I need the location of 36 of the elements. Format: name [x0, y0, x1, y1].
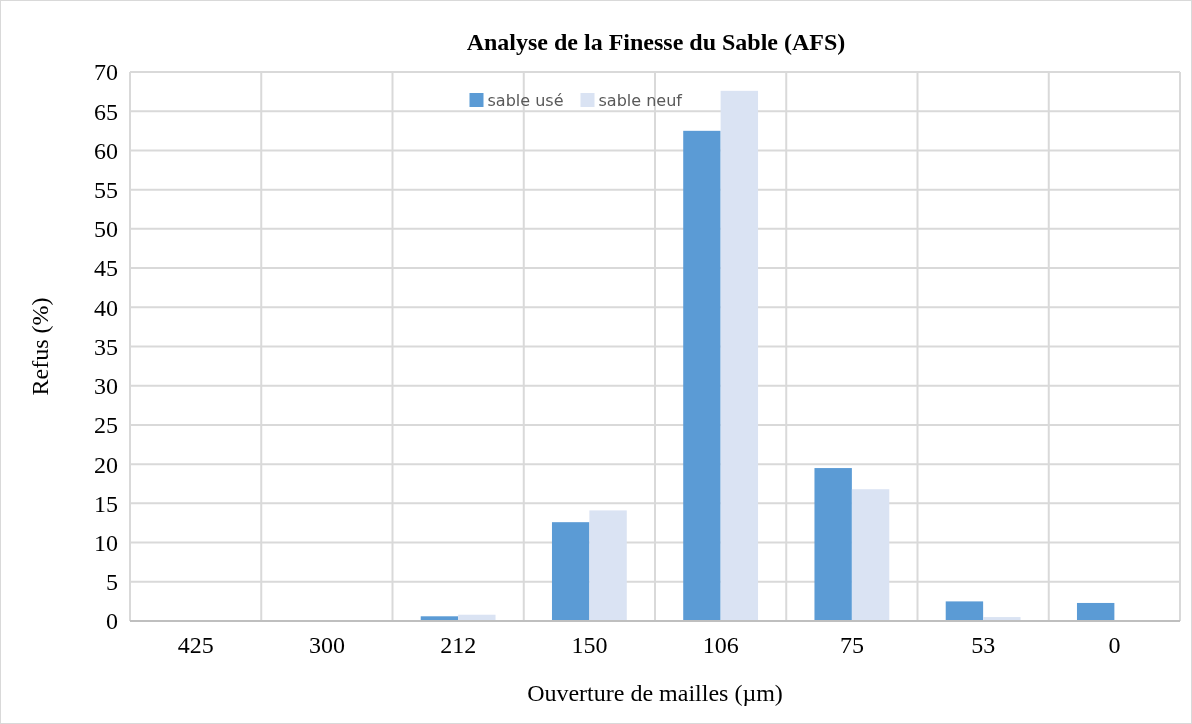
bar: [720, 90, 759, 621]
x-tick-label: 53: [971, 632, 996, 658]
x-tick-label: 75: [839, 632, 864, 658]
legend-label: sable usé: [487, 90, 564, 110]
y-tick-label: 55: [94, 177, 118, 204]
bar: [589, 510, 627, 621]
y-axis-title: Refus (%): [27, 297, 53, 396]
y-tick-label: 15: [94, 490, 118, 517]
y-tick-label: 40: [94, 294, 118, 321]
y-tick-label: 5: [106, 569, 118, 596]
y-tick-label: 30: [94, 373, 118, 400]
y-tick-label: 50: [94, 216, 118, 243]
bar: [851, 489, 890, 621]
y-tick-label: 45: [94, 255, 118, 282]
x-tick-label: 212: [440, 632, 477, 658]
x-tick-label: 425: [177, 632, 214, 658]
y-tick-label: 35: [94, 333, 118, 360]
x-tick-label: 106: [702, 632, 739, 658]
bar: [945, 601, 984, 621]
legend-label: sable neuf: [598, 90, 683, 110]
x-tick-label: 0: [1108, 632, 1121, 658]
chart-title: Analyse de la Finesse du Sable (AFS): [466, 29, 846, 55]
bar: [551, 522, 590, 621]
y-tick-label: 65: [94, 98, 118, 125]
y-tick-label: 0: [106, 608, 118, 635]
x-tick-label: 150: [571, 632, 608, 658]
bar: [683, 130, 721, 621]
y-tick-label: 25: [94, 412, 118, 439]
y-tick-label: 20: [94, 451, 118, 478]
x-tick-label: 300: [308, 632, 345, 658]
y-tick-label: 70: [94, 59, 118, 86]
y-tick-label: 10: [94, 529, 118, 556]
x-axis-title: Ouverture de mailles (µm): [527, 680, 783, 706]
bar: [814, 468, 852, 621]
bar: [1076, 602, 1115, 621]
y-tick-label: 60: [94, 137, 118, 164]
